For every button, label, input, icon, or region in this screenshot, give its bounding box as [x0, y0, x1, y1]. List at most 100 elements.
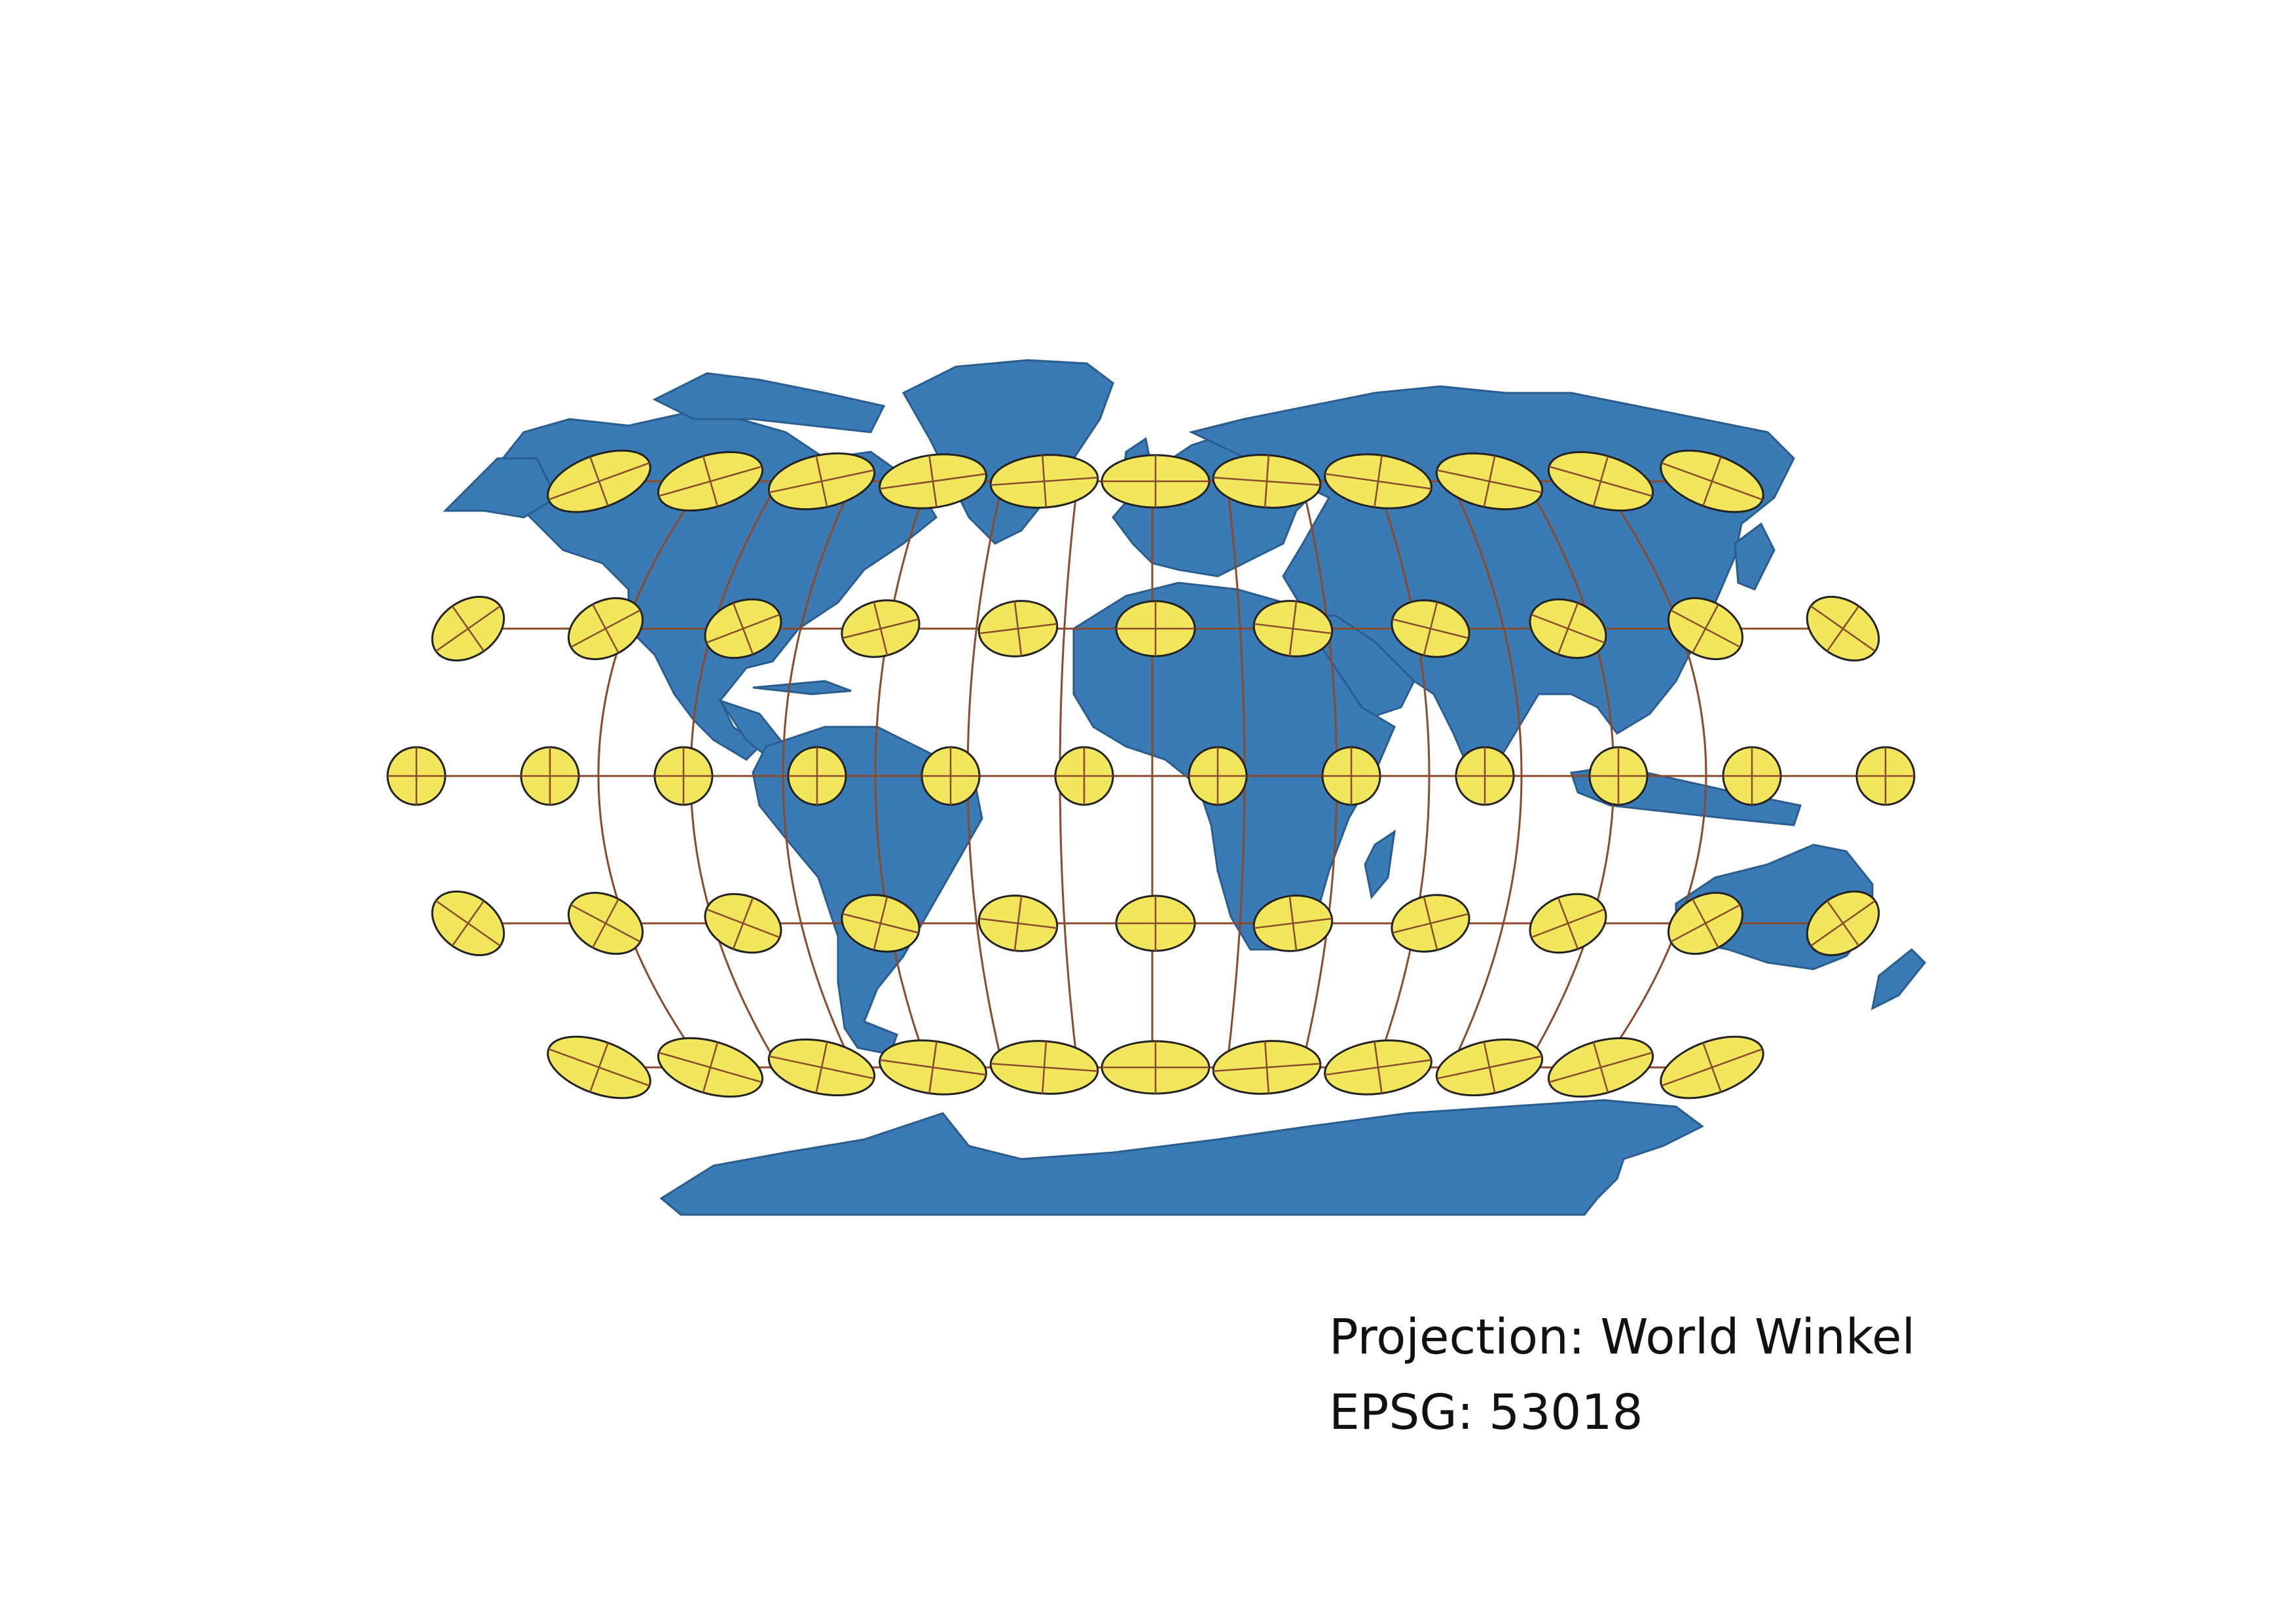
- indicatrix-ellipse: [704, 598, 782, 659]
- indicatrix-ellipse: [547, 1035, 651, 1099]
- ellipse-axis: [1483, 455, 1496, 507]
- indicatrix-ellipse: [879, 1039, 987, 1096]
- indicatrix-ellipse: [1806, 595, 1880, 662]
- caribbean-cuba: [752, 680, 852, 695]
- madagascar: [1364, 829, 1396, 900]
- indicatrix-ellipse: [520, 746, 580, 806]
- ellipse-axis: [1013, 601, 1023, 656]
- ellipse-axis: [1702, 1042, 1722, 1093]
- ellipse-axis: [1264, 455, 1270, 507]
- indicatrix-ellipse: [1212, 1040, 1322, 1095]
- indicatrix-ellipse: [431, 595, 505, 662]
- indicatrix-ellipse: [1101, 454, 1211, 509]
- epsg-label: EPSG: 53018: [1329, 1384, 1643, 1441]
- indicatrix-ellipse: [1391, 894, 1470, 953]
- indicatrix-ellipse: [1667, 597, 1744, 661]
- ellipse-axis: [1288, 896, 1298, 951]
- indicatrix-ellipse: [767, 452, 876, 511]
- indicatrix-ellipse: [547, 449, 651, 513]
- indicatrix-ellipse: [1324, 1039, 1432, 1096]
- indicatrix-ellipse: [567, 891, 644, 955]
- indicatrix-ellipse: [989, 1040, 1099, 1095]
- indicatrix-ellipse: [386, 746, 446, 806]
- indicatrix-ellipse: [1101, 1040, 1211, 1095]
- ellipse-axis: [1374, 1041, 1383, 1094]
- ellipse-axis: [1692, 898, 1719, 948]
- indicatrix-ellipse: [1054, 746, 1114, 806]
- ellipse-axis: [1041, 455, 1048, 507]
- ellipse-axis: [451, 900, 485, 947]
- indicatrix-ellipse: [920, 746, 981, 806]
- meridian-line: [1375, 481, 1430, 1068]
- ellipse-axis: [815, 455, 828, 507]
- ellipse-axis: [815, 1041, 828, 1094]
- ellipse-axis: [928, 1041, 938, 1094]
- indicatrix-layer: [386, 449, 1916, 1099]
- indicatrix-ellipse: [1252, 600, 1334, 657]
- ellipse-axis: [1288, 601, 1298, 656]
- indicatrix-ellipse: [1588, 746, 1649, 806]
- indicatrix-ellipse: [767, 1038, 876, 1097]
- indicatrix-ellipse: [1722, 746, 1782, 806]
- indicatrix-ellipse: [567, 597, 644, 661]
- indicatrix-ellipse: [1660, 449, 1764, 513]
- indicatrix-ellipse: [1435, 1038, 1544, 1097]
- alaska: [443, 457, 558, 519]
- indicatrix-ellipse: [1435, 452, 1544, 511]
- ellipse-axis: [1702, 456, 1722, 507]
- ellipse-axis: [873, 896, 888, 951]
- ellipse-axis: [451, 605, 485, 652]
- ellipse-axis: [589, 1042, 609, 1093]
- indicatrix-ellipse: [879, 453, 987, 509]
- ellipse-axis: [1264, 1041, 1270, 1094]
- ellipse-axis: [1423, 896, 1438, 951]
- indicatrix-ellipse: [1547, 451, 1654, 512]
- projection-label: Projection: World Winkel: [1329, 1309, 1916, 1365]
- indicatrix-ellipse: [1252, 895, 1334, 952]
- meridian-line: [597, 481, 706, 1068]
- ellipse-axis: [873, 601, 888, 656]
- indicatrix-ellipse: [841, 894, 920, 953]
- ellipse-axis: [1826, 605, 1860, 652]
- indicatrix-ellipse: [1115, 895, 1196, 952]
- canadian-archipelago: [652, 372, 886, 434]
- indicatrix-ellipse: [977, 600, 1059, 657]
- ellipse-axis: [1592, 1042, 1609, 1093]
- indicatrix-ellipse: [1115, 600, 1196, 657]
- indicatrix-ellipse: [1855, 746, 1916, 806]
- indicatrix-ellipse: [1667, 891, 1744, 955]
- indicatrix-ellipse: [704, 893, 782, 954]
- indicatrix-ellipse: [657, 1037, 764, 1098]
- indicatrix-ellipse: [1212, 454, 1322, 509]
- indicatrix-ellipse: [657, 451, 764, 512]
- indicatrix-ellipse: [1324, 453, 1432, 509]
- ellipse-axis: [1041, 1041, 1048, 1094]
- ellipse-axis: [1374, 455, 1383, 507]
- indicatrix-ellipse: [1188, 746, 1248, 806]
- ellipse-axis: [732, 602, 754, 655]
- ellipse-axis: [1013, 896, 1023, 951]
- ellipse-axis: [1483, 1041, 1496, 1094]
- ellipse-axis: [702, 1042, 719, 1093]
- ellipse-axis: [592, 898, 619, 948]
- indicatrix-ellipse: [977, 895, 1059, 952]
- indicatrix-ellipse: [431, 890, 505, 957]
- ellipse-axis: [928, 455, 938, 507]
- ellipse-axis: [732, 897, 754, 950]
- ellipse-axis: [1592, 456, 1609, 507]
- ellipse-axis: [592, 604, 619, 654]
- indicatrix-ellipse: [989, 454, 1099, 509]
- new-zealand: [1870, 948, 1927, 1010]
- ellipse-axis: [1423, 601, 1438, 656]
- indicatrix-ellipse: [653, 746, 714, 806]
- indicatrix-ellipse: [1547, 1037, 1654, 1098]
- antarctica: [659, 1099, 1704, 1216]
- indicatrix-ellipse: [841, 599, 920, 658]
- indicatrix-ellipse: [1391, 599, 1470, 658]
- meridian-line: [782, 481, 855, 1068]
- indicatrix-ellipse: [1529, 598, 1607, 659]
- japan: [1734, 522, 1776, 591]
- indicatrix-ellipse: [1455, 746, 1515, 806]
- indicatrix-ellipse: [1529, 893, 1607, 954]
